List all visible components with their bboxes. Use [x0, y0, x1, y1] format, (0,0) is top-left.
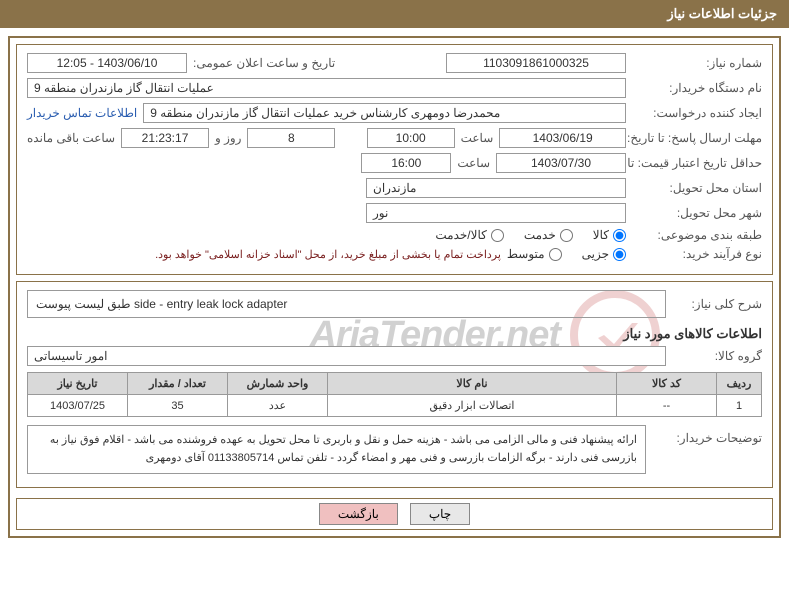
- summary-frame: شرح کلی نیاز: side - entry leak lock ada…: [16, 281, 773, 488]
- radio-service[interactable]: خدمت: [524, 228, 573, 242]
- remaining-days: 8: [247, 128, 335, 148]
- th-unit: واحد شمارش: [228, 373, 328, 395]
- radio-both-label: کالا/خدمت: [435, 228, 486, 242]
- deadline-time: 10:00: [367, 128, 455, 148]
- deadline-date: 1403/06/19: [499, 128, 626, 148]
- th-name: نام کالا: [328, 373, 617, 395]
- deadline-time-label: ساعت: [461, 131, 494, 145]
- need-no-value: 1103091861000325: [446, 53, 626, 73]
- process-label: نوع فرآیند خرید:: [632, 247, 762, 261]
- contact-link[interactable]: اطلاعات تماس خریدار: [27, 106, 137, 120]
- category-label: طبقه بندی موضوعی:: [632, 228, 762, 242]
- announce-label: تاریخ و ساعت اعلان عمومی:: [193, 56, 335, 70]
- radio-minor-input[interactable]: [613, 248, 626, 261]
- group-label: گروه کالا:: [672, 349, 762, 363]
- group-value: امور تاسیساتی: [27, 346, 666, 366]
- buyer-notes-label: توضیحات خریدار:: [652, 425, 762, 445]
- cell-code: --: [617, 395, 717, 417]
- th-qty: تعداد / مقدار: [128, 373, 228, 395]
- need-no-label: شماره نیاز:: [632, 56, 762, 70]
- th-row: ردیف: [717, 373, 762, 395]
- radio-minor-label: جزیی: [582, 247, 609, 261]
- process-radio-group: جزیی متوسط: [507, 247, 626, 261]
- print-button[interactable]: چاپ: [410, 503, 470, 525]
- cell-row: 1: [717, 395, 762, 417]
- radio-both-input[interactable]: [491, 229, 504, 242]
- validity-label: حداقل تاریخ اعتبار قیمت: تا تاریخ:: [632, 156, 762, 170]
- radio-goods-input[interactable]: [613, 229, 626, 242]
- th-code: کد کالا: [617, 373, 717, 395]
- radio-medium-input[interactable]: [549, 248, 562, 261]
- remaining-suffix: ساعت باقی مانده: [27, 131, 115, 145]
- requester-value: محمدرضا دومهری کارشناس خرید عملیات انتقا…: [143, 103, 626, 123]
- summary-label: شرح کلی نیاز:: [672, 297, 762, 311]
- cell-name: اتصالات ابزار دقیق: [328, 395, 617, 417]
- button-bar: چاپ بازگشت: [16, 498, 773, 530]
- radio-goods-label: کالا: [593, 228, 609, 242]
- category-radio-group: کالا خدمت کالا/خدمت: [435, 228, 626, 242]
- radio-medium-label: متوسط: [507, 247, 545, 261]
- radio-service-input[interactable]: [560, 229, 573, 242]
- radio-service-label: خدمت: [524, 228, 556, 242]
- cell-qty: 35: [128, 395, 228, 417]
- th-date: تاریخ نیاز: [28, 373, 128, 395]
- details-frame: شماره نیاز: 1103091861000325 تاریخ و ساع…: [16, 44, 773, 275]
- deadline-label: مهلت ارسال پاسخ: تا تاریخ:: [632, 131, 762, 145]
- back-button[interactable]: بازگشت: [319, 503, 398, 525]
- province-value: مازندران: [366, 178, 626, 198]
- summary-value: side - entry leak lock adapter طبق لیست …: [27, 290, 666, 318]
- announce-value: 1403/06/10 - 12:05: [27, 53, 187, 73]
- remaining-time: 21:23:17: [121, 128, 209, 148]
- radio-medium[interactable]: متوسط: [507, 247, 562, 261]
- validity-date: 1403/07/30: [496, 153, 626, 173]
- remaining-days-label: روز و: [215, 131, 242, 145]
- validity-time: 16:00: [361, 153, 451, 173]
- city-label: شهر محل تحویل:: [632, 206, 762, 220]
- province-label: استان محل تحویل:: [632, 181, 762, 195]
- cell-date: 1403/07/25: [28, 395, 128, 417]
- items-table: ردیف کد کالا نام کالا واحد شمارش تعداد /…: [27, 372, 762, 417]
- radio-minor[interactable]: جزیی: [582, 247, 626, 261]
- buyer-org-value: عملیات انتقال گاز مازندران منطقه 9: [27, 78, 626, 98]
- radio-both[interactable]: کالا/خدمت: [435, 228, 503, 242]
- city-value: نور: [366, 203, 626, 223]
- buyer-notes: ارائه پیشنهاد فنی و مالی الزامی می باشد …: [27, 425, 646, 474]
- outer-frame: شماره نیاز: 1103091861000325 تاریخ و ساع…: [8, 36, 781, 538]
- items-title: اطلاعات کالاهای مورد نیاز: [27, 326, 762, 342]
- requester-label: ایجاد کننده درخواست:: [632, 106, 762, 120]
- buyer-org-label: نام دستگاه خریدار:: [632, 81, 762, 95]
- cell-unit: عدد: [228, 395, 328, 417]
- page-header: جزئیات اطلاعات نیاز: [0, 0, 789, 28]
- payment-note: پرداخت تمام یا بخشی از مبلغ خرید، از محل…: [155, 248, 501, 261]
- radio-goods[interactable]: کالا: [593, 228, 626, 242]
- table-row: 1 -- اتصالات ابزار دقیق عدد 35 1403/07/2…: [28, 395, 762, 417]
- validity-time-label: ساعت: [457, 156, 490, 170]
